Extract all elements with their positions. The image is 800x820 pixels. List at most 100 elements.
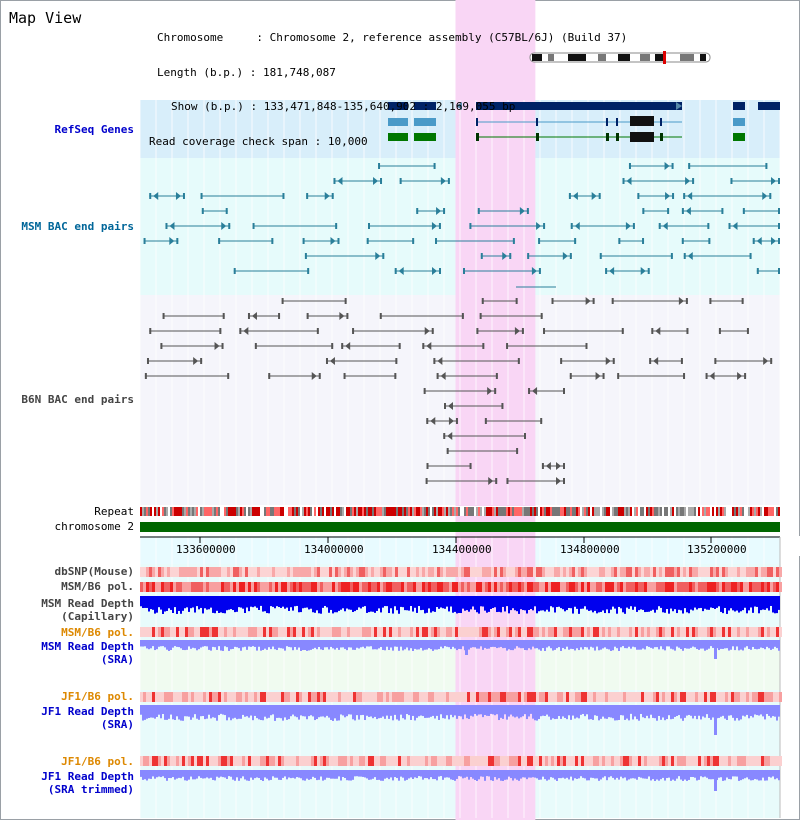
jf1-depth-trim-bar [568, 770, 570, 780]
jf1-b6-pol-trim-cell [674, 756, 677, 766]
jf1-b6-pol-trim-cell [257, 756, 260, 766]
dbsnp-cell [656, 567, 659, 577]
track-label-jf1-b6-pol[interactable]: JF1/B6 pol. [61, 690, 134, 703]
jf1-b6-pol-trim-cell [638, 756, 641, 766]
repeat-element [456, 507, 458, 516]
jf1-depth-sra-bar [704, 705, 706, 718]
repeat-element [244, 507, 246, 516]
track-label-msm-depth-sra-2[interactable]: (SRA) [100, 653, 134, 666]
msm-bac-end-marker [708, 238, 711, 244]
dbsnp-cell [734, 567, 737, 577]
repeat-element [278, 507, 280, 516]
jf1-b6-pol-trim-cell [710, 756, 713, 766]
msm-b6-pol-cell [773, 582, 776, 592]
ideogram-band [618, 54, 630, 61]
jf1-depth-sra-bar [536, 705, 538, 721]
msm-b6-pol-sra-cell [413, 627, 416, 637]
msm-b6-pol-sra-cell [764, 627, 767, 637]
track-label-chromosome[interactable]: chromosome 2 [54, 520, 134, 533]
b6n-bac-end-marker [551, 298, 554, 304]
repeat-element [752, 507, 754, 516]
msm-b6-pol-cell [422, 582, 425, 592]
repeat-element [544, 507, 546, 516]
msm-b6-pol-cell [395, 582, 398, 592]
msm-depth-sra-bar [280, 640, 282, 649]
msm-b6-pol-sra-cell [308, 627, 311, 637]
repeat-element [658, 507, 660, 516]
msm-b6-pol-cell [620, 582, 623, 592]
track-label-refseq[interactable]: RefSeq Genes [54, 123, 134, 136]
msm-depth-capillary-bar [446, 596, 448, 607]
repeat-element [360, 507, 362, 516]
jf1-b6-pol-cell [623, 692, 626, 702]
jf1-depth-sra-bar [476, 705, 478, 716]
b6n-bac-orientation-arrow [339, 312, 345, 320]
msm-depth-sra-bar [704, 640, 706, 651]
jf1-b6-pol-cell [620, 692, 623, 702]
jf1-depth-sra-bar [426, 705, 428, 718]
msm-b6-pol-sra-cell [392, 627, 395, 637]
msm-b6-pol-sra-cell [473, 627, 476, 637]
track-label-dbsnp[interactable]: dbSNP(Mouse) [54, 565, 134, 578]
jf1-depth-sra-bar [406, 705, 408, 715]
track-label-b6n-bac[interactable]: B6N BAC end pairs [21, 393, 134, 406]
jf1-depth-sra-bar [538, 705, 540, 720]
msm-depth-capillary-bar [232, 596, 234, 611]
jf1-depth-trim-bar [356, 770, 358, 777]
jf1-depth-sra-bar [668, 705, 670, 716]
jf1-b6-pol-trim-cell [599, 756, 602, 766]
track-label-jf1-depth-sra-1[interactable]: JF1 Read Depth [41, 705, 134, 718]
msm-b6-pol-sra-cell [485, 627, 488, 637]
jf1-depth-trim-bar [602, 770, 604, 778]
b6n-bac-end-marker [680, 358, 683, 364]
jf1-depth-sra-bar [318, 705, 320, 718]
jf1-b6-pol-cell [638, 692, 641, 702]
msm-bac-end-marker [570, 223, 573, 229]
jf1-depth-sra-bar [584, 705, 586, 717]
repeat-element [648, 507, 650, 516]
track-label-msm-depth-cap-1[interactable]: MSM Read Depth [41, 597, 134, 610]
jf1-depth-sra-bar [140, 705, 142, 715]
track-label-jf1-depth-trim-2[interactable]: (SRA trimmed) [47, 783, 134, 796]
msm-bac-orientation-arrow [591, 192, 597, 200]
repeat-element [338, 507, 340, 516]
b6n-bac-end-marker [425, 478, 428, 484]
jf1-depth-sra-bar [410, 705, 412, 720]
track-label-jf1-depth-sra-2[interactable]: (SRA) [100, 718, 134, 731]
track-label-msm-b6-pol[interactable]: MSM/B6 pol. [61, 580, 134, 593]
b6n-bac-end-marker [540, 313, 543, 319]
track-label-msm-bac[interactable]: MSM BAC end pairs [21, 220, 134, 233]
msm-depth-capillary-bar [440, 596, 442, 608]
repeat-element [162, 507, 164, 516]
track-label-repeat[interactable]: Repeat [94, 505, 134, 518]
msm-b6-pol-cell [476, 582, 479, 592]
track-label-jf1-depth-trim-1[interactable]: JF1 Read Depth [41, 770, 134, 783]
jf1-b6-pol-trim-cell [566, 756, 569, 766]
msm-bac-end-marker [681, 238, 684, 244]
msm-b6-pol-cell [506, 582, 509, 592]
jf1-b6-pol-cell [185, 692, 188, 702]
dbsnp-cell [488, 567, 491, 577]
dbsnp-cell [230, 567, 233, 577]
repeat-element [298, 507, 300, 516]
jf1-depth-sra-bar [222, 705, 224, 715]
jf1-b6-pol-cell [245, 692, 248, 702]
jf1-depth-sra-bar [614, 705, 616, 721]
msm-b6-pol-sra-cell [710, 627, 713, 637]
jf1-depth-trim-bar [616, 770, 618, 778]
msm-b6-pol-sra-cell [716, 627, 719, 637]
jf1-b6-pol-cell [743, 692, 746, 702]
track-label-msm-depth-cap-2[interactable]: (Capillary) [61, 610, 134, 623]
b6n-bac-end-marker [144, 373, 147, 379]
dbsnp-cell [257, 567, 260, 577]
track-label-jf1-b6-pol-trim[interactable]: JF1/B6 pol. [61, 755, 134, 768]
ideogram-band [548, 54, 554, 61]
jf1-b6-pol-trim-cell [266, 756, 269, 766]
msm-b6-pol-cell [629, 582, 632, 592]
track-label-msm-b6-pol-sra[interactable]: MSM/B6 pol. [61, 626, 134, 639]
track-label-msm-depth-sra-1[interactable]: MSM Read Depth [41, 640, 134, 653]
msm-depth-sra-bar [754, 640, 756, 649]
msm-depth-capillary-bar [672, 596, 674, 612]
msm-bac-end-marker [756, 268, 759, 274]
